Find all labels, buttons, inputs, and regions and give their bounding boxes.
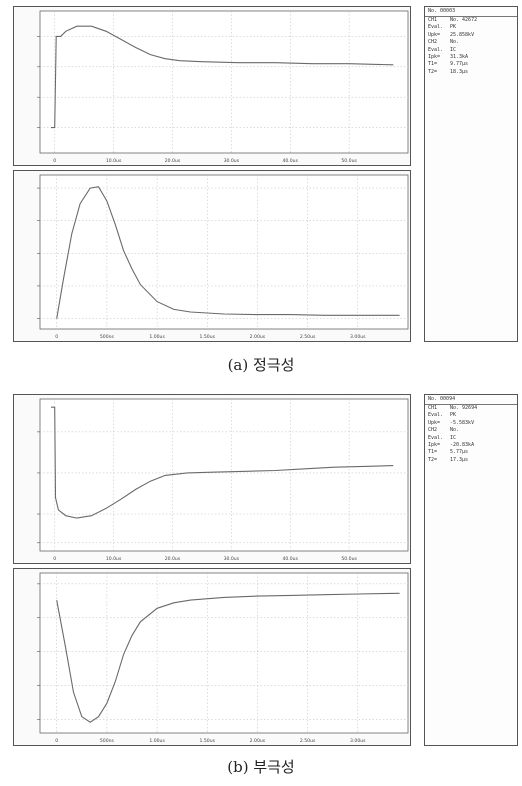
info-value: No. [450, 39, 460, 46]
scope-b-current: 0 500ns 1.00us 1.50us 2.00us 2.50us 3.00us [13, 568, 411, 746]
chart-b-voltage: 0 10.0us 20.0us 30.0us 40.0us 50.0us [37, 398, 409, 562]
x-tick-label: 1.00us [149, 334, 165, 340]
info-key: T2= [428, 456, 438, 463]
x-tick-label: 3.00us [350, 738, 366, 744]
info-key: T2= [428, 68, 438, 75]
info-row: CH1 No. 42672 [425, 17, 517, 24]
info-key: Eval. [428, 46, 444, 53]
info-row: Eval. IC [425, 47, 517, 54]
info-value: -5.583kV [450, 419, 475, 426]
info-row: T1= 9.77μs [425, 61, 517, 68]
x-tick-label: 10.0us [106, 158, 122, 164]
waveform-line [56, 592, 400, 723]
x-tick-label: 20.0us [165, 556, 181, 562]
info-key: CH2 [428, 39, 438, 46]
x-tick-label: 1.50us [199, 334, 215, 340]
info-row: Eval. PK [425, 412, 517, 419]
info-value: IC [450, 46, 457, 53]
info-value: 31.3kA [450, 54, 469, 61]
x-tick-label: 40.0us [282, 556, 298, 562]
info-row: Ipk= 31.3kA [425, 54, 517, 61]
info-row: T2= 17.3μs [425, 457, 517, 464]
x-tick-label: 500ns [100, 334, 115, 340]
info-key: T1= [428, 61, 438, 68]
x-tick-label: 0 [53, 556, 56, 562]
info-row: T1= 5.77μs [425, 449, 517, 456]
info-row: T2= 18.3μs [425, 69, 517, 76]
info-key: Eval. [428, 24, 444, 31]
x-tick-label: 2.00us [250, 334, 266, 340]
info-header: No. 00094 [425, 395, 517, 405]
info-rows: CH1 No. 42672 Eval. PK Upk= 25.858kV CH2 No. Eva… [425, 17, 517, 76]
caption-b: (b) 부극성 [227, 758, 295, 776]
waveform-line [51, 25, 394, 129]
x-tick-label: 500ns [100, 738, 115, 744]
x-tick-label: 50.0us [341, 158, 357, 164]
info-value: -20.83kA [450, 442, 475, 449]
scope-b-voltage: 0 10.0us 20.0us 30.0us 40.0us 50.0us [13, 394, 411, 564]
waveform-line [51, 406, 394, 519]
info-value: No. 92694 [450, 405, 478, 411]
info-header: No. 00003 [425, 7, 517, 17]
plot-area [39, 10, 409, 154]
info-key: CH2 [428, 427, 438, 434]
x-tick-label: 20.0us [165, 158, 181, 164]
scope-a-current: 0 500ns 1.00us 1.50us 2.00us 2.50us 3.00us [13, 170, 411, 342]
info-value: PK [450, 412, 457, 419]
info-rows: CH1 No. 92694 Eval. PK Upk= -5.583kV CH2 No. Eva… [425, 405, 517, 464]
info-panel-a: No. 00003 CH1 No. 42672 Eval. PK Upk= 25.858k… [424, 6, 518, 342]
info-key: Upk= [428, 31, 441, 38]
waveform-line [56, 186, 400, 319]
info-key: Eval. [428, 412, 444, 419]
plot-area [39, 572, 409, 734]
x-tick-label: 50.0us [341, 556, 357, 562]
info-row: CH2 No. [425, 427, 517, 434]
info-value: No. [450, 427, 460, 434]
x-tick-label: 2.50us [300, 334, 316, 340]
chart-a-current: 0 500ns 1.00us 1.50us 2.00us 2.50us 3.00us [37, 174, 409, 340]
info-row: Eval. PK [425, 24, 517, 31]
info-key: CH1 [428, 405, 438, 411]
info-row: CH2 No. [425, 39, 517, 46]
x-tick-label: 10.0us [106, 556, 122, 562]
info-key: T1= [428, 449, 438, 456]
info-row: Eval. IC [425, 435, 517, 442]
plot-area [39, 398, 409, 552]
info-key: Eval. [428, 434, 444, 441]
info-value: 9.77μs [450, 61, 469, 68]
info-value: 18.3μs [450, 68, 469, 75]
chart-b-current: 0 500ns 1.00us 1.50us 2.00us 2.50us 3.00us [37, 572, 409, 744]
info-key: Ipk= [428, 54, 441, 61]
x-tick-label: 2.00us [250, 738, 266, 744]
x-tick-label: 3.00us [350, 334, 366, 340]
info-value: IC [450, 434, 457, 441]
info-row: Upk= 25.858kV [425, 32, 517, 39]
info-value: No. 42672 [450, 17, 478, 23]
x-tick-label: 0 [55, 334, 58, 340]
info-panel-b: No. 00094 CH1 No. 92694 Eval. PK Upk= -5.583k… [424, 394, 518, 746]
x-tick-label: 0 [55, 738, 58, 744]
info-value: 17.3μs [450, 456, 469, 463]
info-value: 25.858kV [450, 31, 475, 38]
x-tick-label: 30.0us [224, 556, 240, 562]
x-tick-label: 0 [53, 158, 56, 164]
info-value: 5.77μs [450, 449, 469, 456]
info-key: Upk= [428, 419, 441, 426]
x-tick-label: 40.0us [282, 158, 298, 164]
info-row: Ipk= -20.83kA [425, 442, 517, 449]
info-row: CH1 No. 92694 [425, 405, 517, 412]
info-value: PK [450, 24, 457, 31]
chart-a-voltage: 0 10.0us 20.0us 30.0us 40.0us 50.0us [37, 10, 409, 164]
info-row: Upk= -5.583kV [425, 420, 517, 427]
caption-a: (a) 정극성 [227, 356, 295, 374]
scope-a-voltage: 0 10.0us 20.0us 30.0us 40.0us 50.0us [13, 6, 411, 166]
info-key: Ipk= [428, 442, 441, 449]
plot-area [39, 174, 409, 330]
x-tick-label: 1.50us [199, 738, 215, 744]
x-tick-label: 2.50us [300, 738, 316, 744]
x-tick-label: 1.00us [149, 738, 165, 744]
info-key: CH1 [428, 17, 438, 23]
x-tick-label: 30.0us [224, 158, 240, 164]
